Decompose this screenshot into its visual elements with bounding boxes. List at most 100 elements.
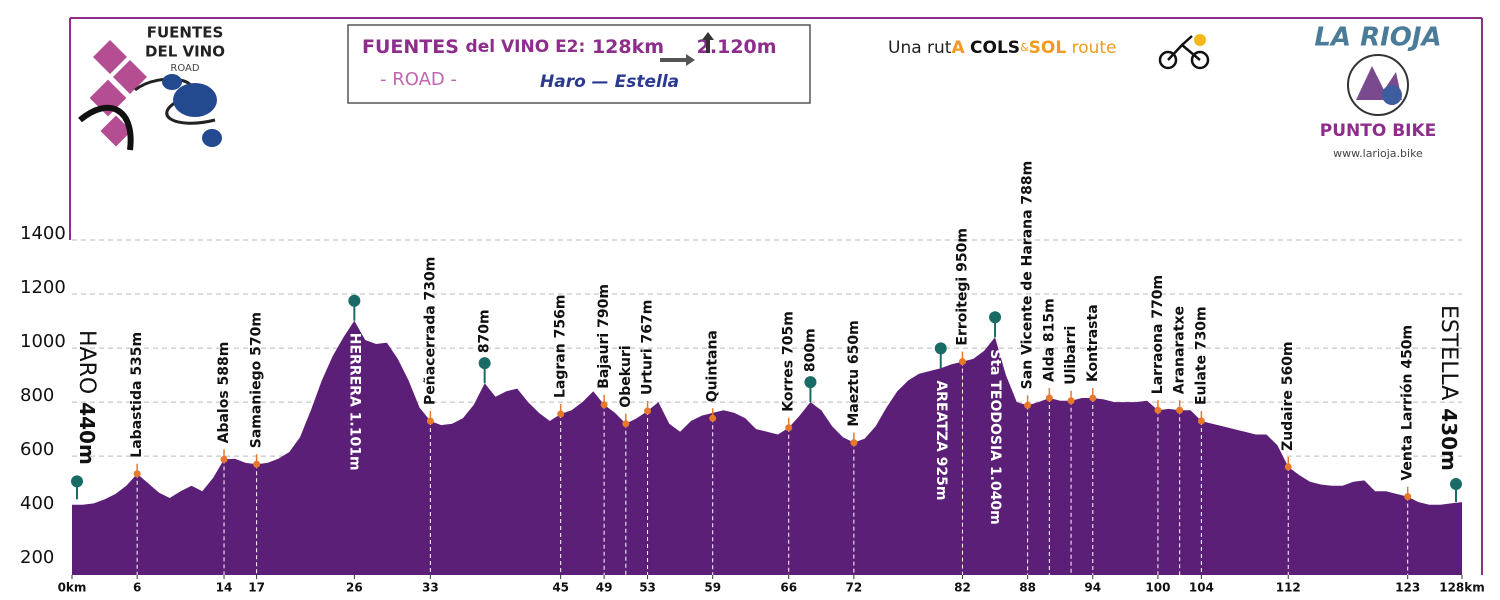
brand-sub: PUNTO BIKE [1320,121,1437,141]
summit-marker [804,376,817,389]
summit-label: Sta TEODOSIA 1.040m [987,349,1003,525]
title-part: FUENTES [362,36,459,58]
town-label: Venta Larrión 450m [1400,325,1416,481]
logo-blob [202,129,222,147]
x-tick-label: 53 [639,581,656,595]
icon-wheel [1158,50,1178,70]
y-tick-label: 1000 [20,331,66,352]
town-marker [557,410,565,418]
y-tick-label: 800 [20,385,54,406]
icon-body [1167,35,1201,61]
town-marker [133,470,141,478]
summit-marker [989,311,1002,324]
brand: LA RIOJA [1314,23,1441,53]
town-label: Maeztu 650m [846,320,862,426]
town-label: Samaniego 570m [249,312,265,448]
chart-title: FUENTES del VINO E2: 128km 2.120m [362,36,777,58]
logo-text: ROAD [170,63,199,74]
endpoint-name: ESTELLA [1436,305,1461,400]
town-marker [220,455,228,463]
icon-sun [1194,34,1206,46]
logo-text: FUENTES [147,24,224,42]
logo-text: DEL VINO [145,43,225,61]
town-label: Labastida 535m [129,332,145,458]
town-label: Peñacerrada 730m [422,257,438,405]
y-tick-label: 600 [20,439,54,460]
tagline: Una rutA COLS&SOL route [888,38,1117,58]
tagline-part: & [1020,41,1029,54]
logo-diamond [113,60,147,94]
y-tick-label: 400 [20,493,54,514]
summit-label: AREATZA 925m [933,380,949,500]
x-tick-label: 66 [780,581,797,595]
town-marker [785,424,793,432]
cyclist-icon [1158,34,1210,70]
x-tick-label: 72 [846,581,863,595]
town-label: Obekuri [618,345,634,407]
town-label: Eulate 730m [1193,306,1209,405]
endpoint-elevation: 430m [1438,408,1462,471]
town-label: Korres 705m [781,311,797,412]
town-label: Zudaire 560m [1280,341,1296,450]
endpoint-marker [1450,478,1462,491]
town-marker [600,401,608,409]
elevation-area [72,320,1462,575]
subtitle: - ROAD - [380,69,457,90]
town-marker [1176,406,1184,414]
x-tick-label: 123 [1395,581,1420,595]
town-marker [1067,397,1075,405]
summit-label: 870m [477,309,493,353]
town-label: San Vicente de Harana 788m [1020,161,1036,390]
x-tick-label: 45 [552,581,569,595]
summit-marker [934,342,947,355]
town-label: Alda 815m [1041,298,1057,382]
plot: 200 400 600 800 1000 1200 1400 0km 6 14 17 26 33 45 49… [20,161,1485,595]
logo-diamond [100,115,132,147]
town-marker [1089,394,1097,402]
x-tick-label: 100 [1145,581,1170,595]
x-tick-label: 26 [346,581,363,595]
distance-icon [660,54,695,66]
summit-label: 800m [802,328,818,372]
tagline-part: Una rut [888,38,952,58]
brand-emblem-shape [1382,85,1402,105]
town-marker [426,417,434,425]
title-part: 2.120m [697,36,777,58]
town-marker [622,420,630,428]
summit-label: HERRERA 1.101m [346,333,362,471]
town-marker [1024,401,1032,409]
x-tick-label: 59 [704,581,721,595]
town-marker [1197,417,1205,425]
x-tick-label: 104 [1189,581,1214,595]
title-part: 128km [592,36,664,58]
logo-blob [173,83,217,117]
town-marker [644,407,652,415]
y-tick-label: 1400 [20,223,66,244]
endpoint-marker [71,475,83,488]
town-label: Urturi 767m [640,300,656,395]
endpoint-name: HARO [74,330,99,394]
url: www.larioja.bike [1333,147,1423,160]
tagline-part: A [951,38,965,58]
logo-blob [162,74,182,90]
town-marker [1154,406,1162,414]
town-marker [709,414,717,422]
endpoint-label: ESTELLA 430m [1436,305,1462,471]
town-label: Abalos 588m [216,342,232,444]
endpoint-elevation: 440m [76,402,100,465]
town-marker [1045,394,1053,402]
town-label: Larraona 770m [1150,275,1166,394]
x-tick-label: 112 [1276,581,1301,595]
logo-wheel [78,104,134,151]
summit-marker [478,357,491,370]
town-label: Quintana [705,330,721,402]
x-tick-label: 128km [1439,581,1485,595]
town-marker [958,358,966,366]
x-tick-label: 82 [954,581,971,595]
logo: FUENTES DEL VINO ROAD [78,24,225,151]
climb-icon [702,32,714,53]
town-label: Erroitegi 950m [954,228,970,345]
x-tick-label: 49 [596,581,613,595]
